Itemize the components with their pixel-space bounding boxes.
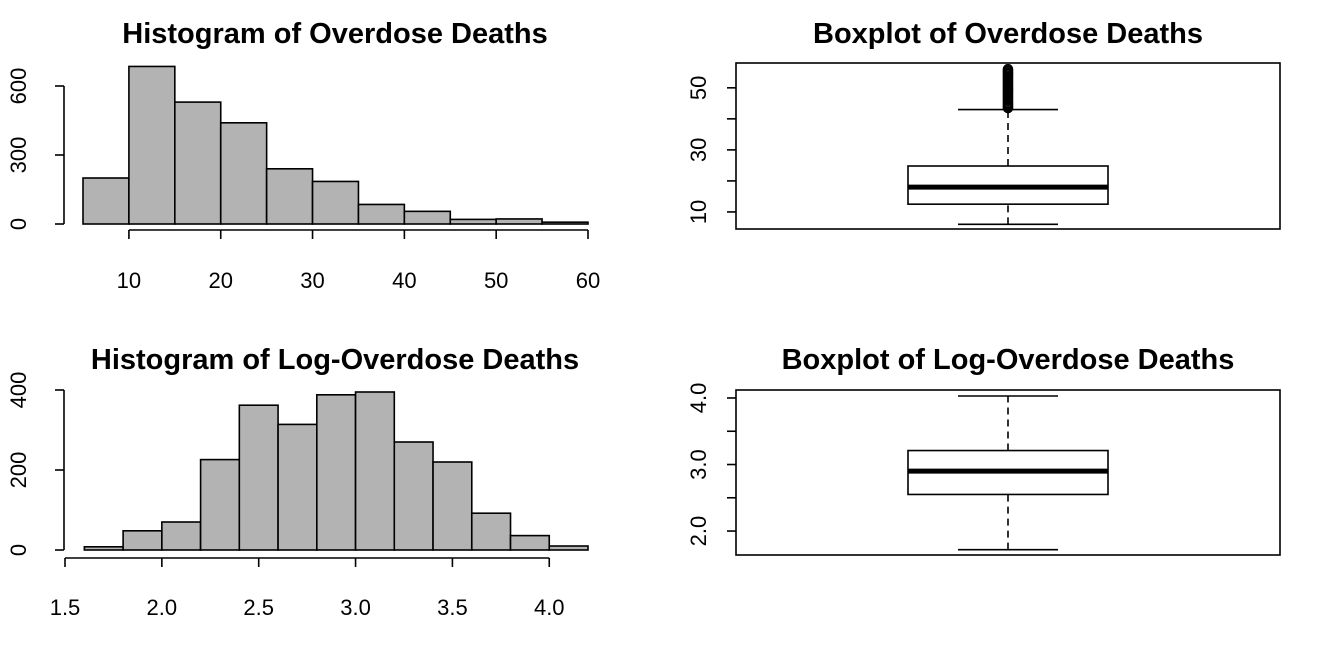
y-tick-label: 30 — [686, 138, 711, 162]
x-tick-label: 1.5 — [50, 595, 81, 620]
panel-title: Histogram of Overdose Deaths — [122, 18, 547, 50]
y-tick-label: 10 — [686, 200, 711, 224]
y-tick-label: 0 — [6, 218, 31, 230]
panel-2: Boxplot of Overdose Deaths 10 30 50 — [686, 18, 1281, 230]
y-tick-label: 3.0 — [686, 449, 711, 480]
histogram-bar — [432, 461, 473, 551]
histogram-bar — [199, 458, 241, 551]
y-tick-label: 4.0 — [686, 383, 711, 414]
x-tick-label: 3.0 — [340, 595, 371, 620]
panel-3: Histogram of Log-Overdose Deaths 1.5 2.0 2.… — [6, 344, 589, 620]
histogram-bar — [541, 221, 589, 225]
histogram-bar — [82, 177, 130, 225]
y-tick-label: 50 — [686, 76, 711, 100]
histogram-bar — [238, 404, 279, 551]
panel-4: Boxplot of Log-Overdose Deaths 2.0 3.0 4.0 — [686, 344, 1281, 556]
histogram-bar — [354, 391, 396, 551]
histogram-bar — [277, 423, 318, 551]
x-tick-label: 2.5 — [243, 595, 274, 620]
y-tick-label: 300 — [6, 137, 31, 174]
x-tick-label: 60 — [576, 268, 600, 293]
x-tick-label: 50 — [484, 268, 508, 293]
histogram-bar — [83, 545, 124, 551]
histogram-bar — [161, 521, 202, 551]
x-tick-label: 4.0 — [534, 595, 565, 620]
y-tick-label: 600 — [6, 68, 31, 105]
histogram-bar — [265, 168, 314, 225]
x-tick-label: 2.0 — [147, 595, 178, 620]
histogram-bar — [311, 180, 360, 225]
x-tick-label: 10 — [117, 268, 141, 293]
panel-title: Histogram of Log-Overdose Deaths — [91, 344, 579, 376]
histogram-bar — [357, 203, 406, 225]
plot-frame — [735, 62, 1281, 230]
histogram-bar — [449, 218, 497, 225]
panel-title: Boxplot of Overdose Deaths — [813, 18, 1203, 50]
x-tick-label: 3.5 — [437, 595, 468, 620]
histogram-bar — [128, 65, 176, 225]
y-tick-label: 200 — [6, 452, 31, 489]
outlier-point — [1002, 63, 1014, 75]
histogram-bar — [548, 545, 589, 551]
x-tick-label: 20 — [208, 268, 232, 293]
histogram-bar — [403, 210, 452, 225]
plot-frame — [735, 389, 1281, 556]
y-tick-label: 2.0 — [686, 516, 711, 547]
histogram-bar — [470, 512, 512, 551]
histogram-bar — [495, 218, 543, 225]
y-tick-label: 400 — [6, 372, 31, 409]
y-tick-label: 0 — [6, 544, 31, 556]
histogram-bar — [122, 529, 163, 551]
x-tick-label: 30 — [300, 268, 324, 293]
histogram-bar — [393, 441, 434, 551]
histogram-bar — [219, 122, 268, 225]
panel-1: Histogram of Overdose Deaths 10 20 30 40 50 60… — [6, 18, 600, 293]
histogram-bar — [509, 534, 551, 551]
x-tick-label: 40 — [392, 268, 416, 293]
histogram-bar — [316, 393, 357, 551]
panel-title: Boxplot of Log-Overdose Deaths — [782, 344, 1235, 376]
histogram-bar — [174, 101, 222, 225]
